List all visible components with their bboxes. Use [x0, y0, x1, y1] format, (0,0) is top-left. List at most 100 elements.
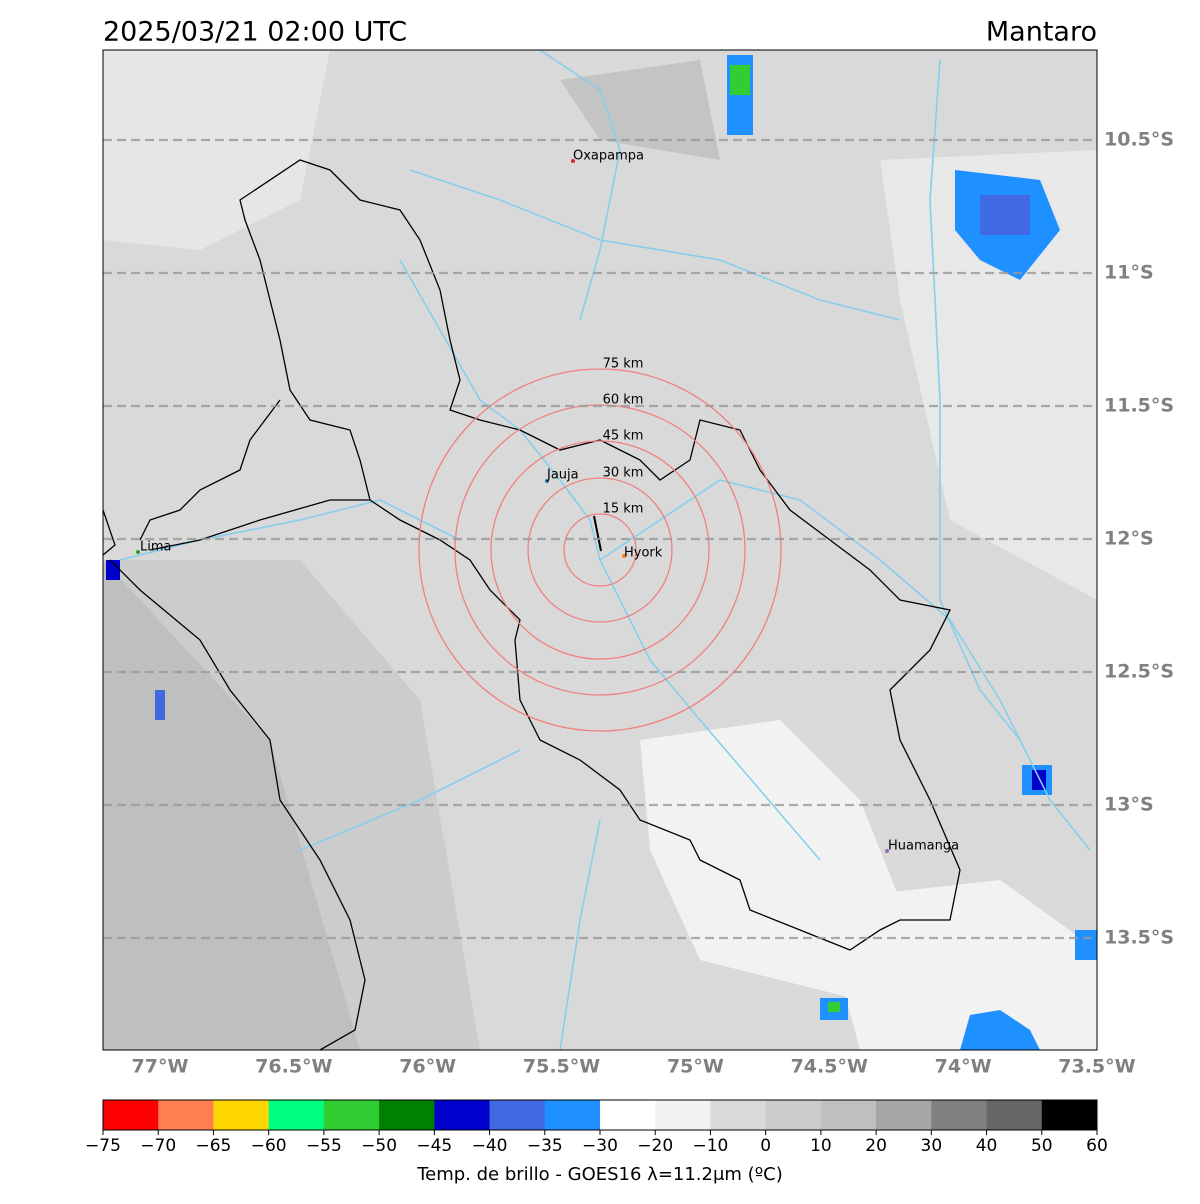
colorbar-tick-label: −55 — [306, 1136, 342, 1156]
ring — [527, 477, 673, 623]
colorbar-tick-label: 0 — [760, 1136, 771, 1156]
colorbar-tick-label: −60 — [251, 1136, 287, 1156]
map-frame — [102, 49, 1098, 1051]
colorbar-tick-label: 30 — [921, 1136, 943, 1156]
light-area — [880, 150, 1097, 600]
colorbar-bin — [268, 1100, 325, 1130]
colorbar-tick-label: −45 — [416, 1136, 452, 1156]
colorbar-tick-label: −10 — [692, 1136, 728, 1156]
city-dot — [622, 554, 626, 558]
cloud — [730, 65, 750, 95]
city-dot — [885, 849, 889, 853]
colorbar-bin — [379, 1100, 435, 1130]
lat-label: 13.5°S — [1104, 927, 1174, 949]
colorbar-bin — [213, 1100, 270, 1130]
lat-label: 12°S — [1104, 528, 1154, 550]
lon-label: 76°W — [399, 1056, 456, 1078]
ring — [563, 513, 637, 587]
light-area — [103, 50, 330, 250]
lon-label: 75.5°W — [523, 1056, 600, 1078]
colorbar-tick-label: 10 — [810, 1136, 832, 1156]
river — [409, 169, 901, 321]
colorbar-bin — [931, 1100, 988, 1130]
coast — [103, 509, 116, 556]
river — [559, 819, 601, 1050]
colorbar-tick-label: −70 — [140, 1136, 176, 1156]
colorbar-bin — [710, 1100, 767, 1130]
ring-label: 60 km — [603, 393, 644, 408]
ring-label: 15 km — [603, 502, 644, 517]
radar-beam — [593, 515, 602, 552]
rings — [418, 368, 782, 732]
ring-label: 75 km — [603, 357, 644, 372]
river — [399, 259, 561, 481]
lat-label: 12.5°S — [1104, 661, 1174, 683]
colorbar-bin — [489, 1100, 546, 1130]
lon-label: 76.5°W — [255, 1056, 332, 1078]
colorbar-tick-label: −65 — [195, 1136, 231, 1156]
cloud — [960, 1010, 1040, 1050]
colorbar-tick-label: −20 — [637, 1136, 673, 1156]
colorbar-bin — [765, 1100, 822, 1130]
colorbar-bin — [820, 1100, 877, 1130]
basin-boundary — [139, 399, 281, 541]
colorbar-tick-label: −30 — [582, 1136, 618, 1156]
ring-label: 30 km — [603, 466, 644, 481]
colorbar-bin — [103, 1100, 159, 1130]
city-label: Oxapampa — [573, 149, 644, 164]
city-dot — [545, 479, 549, 483]
city-label: Huamanga — [888, 839, 959, 854]
colorbar-tick-label: 60 — [1086, 1136, 1108, 1156]
river — [559, 479, 821, 861]
lon-label: 75°W — [667, 1056, 724, 1078]
colorbar-bin — [434, 1100, 491, 1130]
colorbar-tick-label: 50 — [1031, 1136, 1053, 1156]
river — [929, 59, 1021, 741]
colorbar: −75 −70 −65 −60 −55 −50 −45 −40 −35 −30 −20 −10 0 10 2… — [85, 1099, 1108, 1156]
ring — [490, 440, 710, 660]
colorbar-tick-label: −40 — [472, 1136, 508, 1156]
colorbar-tick-label: −50 — [361, 1136, 397, 1156]
lat-label: 11°S — [1104, 262, 1154, 284]
colorbar-bin — [600, 1100, 656, 1130]
lat-label: 13°S — [1104, 794, 1154, 816]
colorbar-tick-label: 20 — [865, 1136, 887, 1156]
coast — [109, 559, 366, 1050]
colorbar-bin — [158, 1100, 214, 1130]
colorbar-bin — [876, 1100, 932, 1130]
river — [119, 499, 461, 561]
cloud — [980, 195, 1030, 235]
city-label: Lima — [140, 540, 171, 555]
city-dot — [136, 550, 140, 554]
cloud — [106, 560, 120, 580]
colorbar-bin — [1041, 1100, 1098, 1130]
lon-label: 73.5°W — [1058, 1056, 1135, 1078]
ring-label: 45 km — [603, 429, 644, 444]
colorbar-bin — [986, 1100, 1043, 1130]
basin-boundary — [149, 499, 370, 551]
colorbar-tick-label: −35 — [527, 1136, 563, 1156]
colorbar-bin — [323, 1100, 380, 1130]
dark-area — [560, 60, 720, 160]
map: Oxapampa Jauja Lima Hyork Huamanga 15 km… — [103, 50, 1097, 1050]
lon-label: 74.5°W — [791, 1056, 868, 1078]
light-area — [820, 880, 1097, 1050]
lat-label: 11.5°S — [1104, 395, 1174, 417]
colorbar-bin — [655, 1100, 711, 1130]
colorbar-label: Temp. de brillo - GOES16 λ=11.2μm (ºC) — [416, 1164, 783, 1185]
region-title: Mantaro — [986, 17, 1097, 48]
colorbar-tick-label: 40 — [976, 1136, 998, 1156]
cloud — [155, 690, 165, 720]
city-label: Hyork — [624, 546, 663, 561]
lat-label: 10.5°S — [1104, 129, 1174, 151]
ring — [418, 368, 782, 732]
colorbar-tick-label: −75 — [85, 1136, 121, 1156]
colorbar-bin — [544, 1100, 601, 1130]
lon-label: 77°W — [132, 1056, 189, 1078]
city-dot — [571, 159, 575, 163]
title: 2025/03/21 02:00 UTC — [103, 17, 407, 48]
grid — [103, 138, 1097, 940]
axes: 10.5°S 11°S 11.5°S 12°S 12.5°S 13°S 13.5°S 77°W… — [132, 129, 1175, 1078]
river — [299, 749, 521, 851]
